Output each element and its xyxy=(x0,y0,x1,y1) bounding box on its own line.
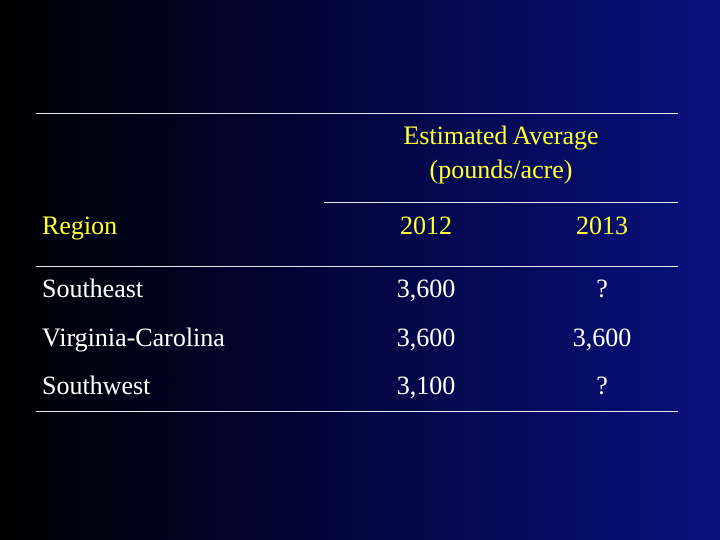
header-rule xyxy=(36,266,678,267)
group-header-rule xyxy=(324,202,678,203)
value-2012-cell: 3,600 xyxy=(396,274,456,303)
value-2013-cell: ? xyxy=(596,371,608,400)
year-header-2013: 2013 xyxy=(576,211,628,240)
group-header-line1: Estimated Average xyxy=(403,121,599,150)
region-cell: Virginia-Carolina xyxy=(42,323,225,352)
value-2012-cell: 3,600 xyxy=(396,323,456,352)
value-2013-cell: 3,600 xyxy=(572,323,632,352)
value-2013-cell: ? xyxy=(596,274,608,303)
year-header-2012: 2012 xyxy=(400,211,452,240)
bottom-rule xyxy=(36,411,678,412)
region-cell: Southwest xyxy=(42,371,151,400)
value-2012-cell: 3,100 xyxy=(396,371,456,400)
region-header: Region xyxy=(42,211,118,240)
top-rule xyxy=(36,113,678,114)
region-cell: Southeast xyxy=(42,274,144,303)
group-header-line2: (pounds/acre) xyxy=(429,155,573,184)
